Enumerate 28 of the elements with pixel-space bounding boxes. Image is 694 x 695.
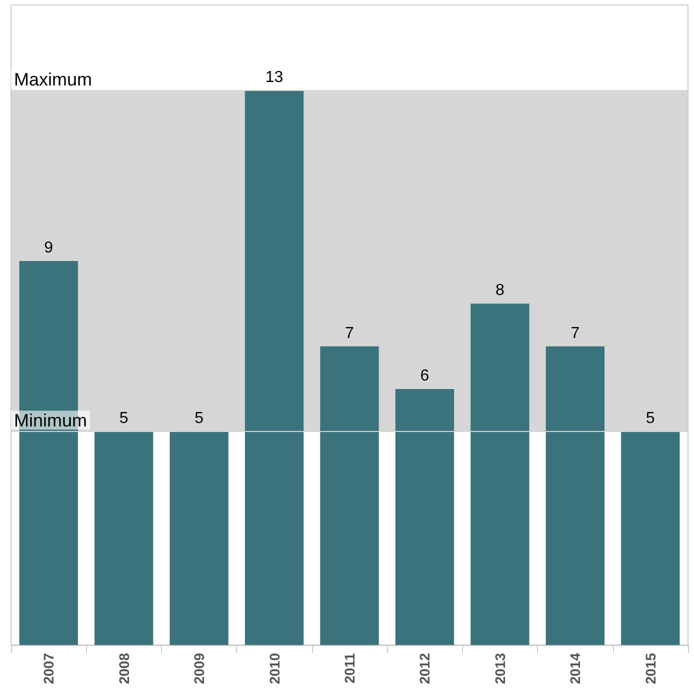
data-label: 8 bbox=[495, 282, 504, 300]
bar bbox=[395, 389, 454, 645]
data-label: 5 bbox=[194, 410, 204, 428]
x-tick-label: 2007 bbox=[40, 652, 57, 684]
x-tick-label: 2008 bbox=[116, 652, 132, 684]
data-label: 9 bbox=[44, 240, 54, 256]
bar bbox=[621, 432, 680, 645]
ref-line-label: Maximum bbox=[14, 69, 92, 90]
x-tick-label: 2014 bbox=[567, 652, 584, 684]
x-tick-label: 2009 bbox=[191, 652, 208, 684]
bar bbox=[546, 346, 605, 645]
bar bbox=[470, 304, 530, 645]
ref-line-label: Minimum bbox=[14, 410, 88, 431]
data-label: 5 bbox=[119, 410, 128, 428]
x-tick-label: 2010 bbox=[266, 652, 282, 684]
x-tick-label: 2013 bbox=[492, 652, 508, 684]
data-label: 5 bbox=[646, 410, 655, 428]
data-label: 6 bbox=[420, 368, 430, 384]
data-label: 13 bbox=[265, 68, 284, 86]
data-label: 7 bbox=[345, 324, 354, 342]
bar bbox=[320, 346, 379, 645]
bar bbox=[244, 90, 304, 645]
x-tick-label: 2011 bbox=[342, 652, 358, 684]
bar bbox=[94, 432, 154, 645]
bar bbox=[170, 432, 228, 645]
data-label: 7 bbox=[570, 324, 580, 342]
x-tick-label: 2015 bbox=[642, 652, 658, 684]
x-tick-label: 2012 bbox=[416, 652, 433, 684]
